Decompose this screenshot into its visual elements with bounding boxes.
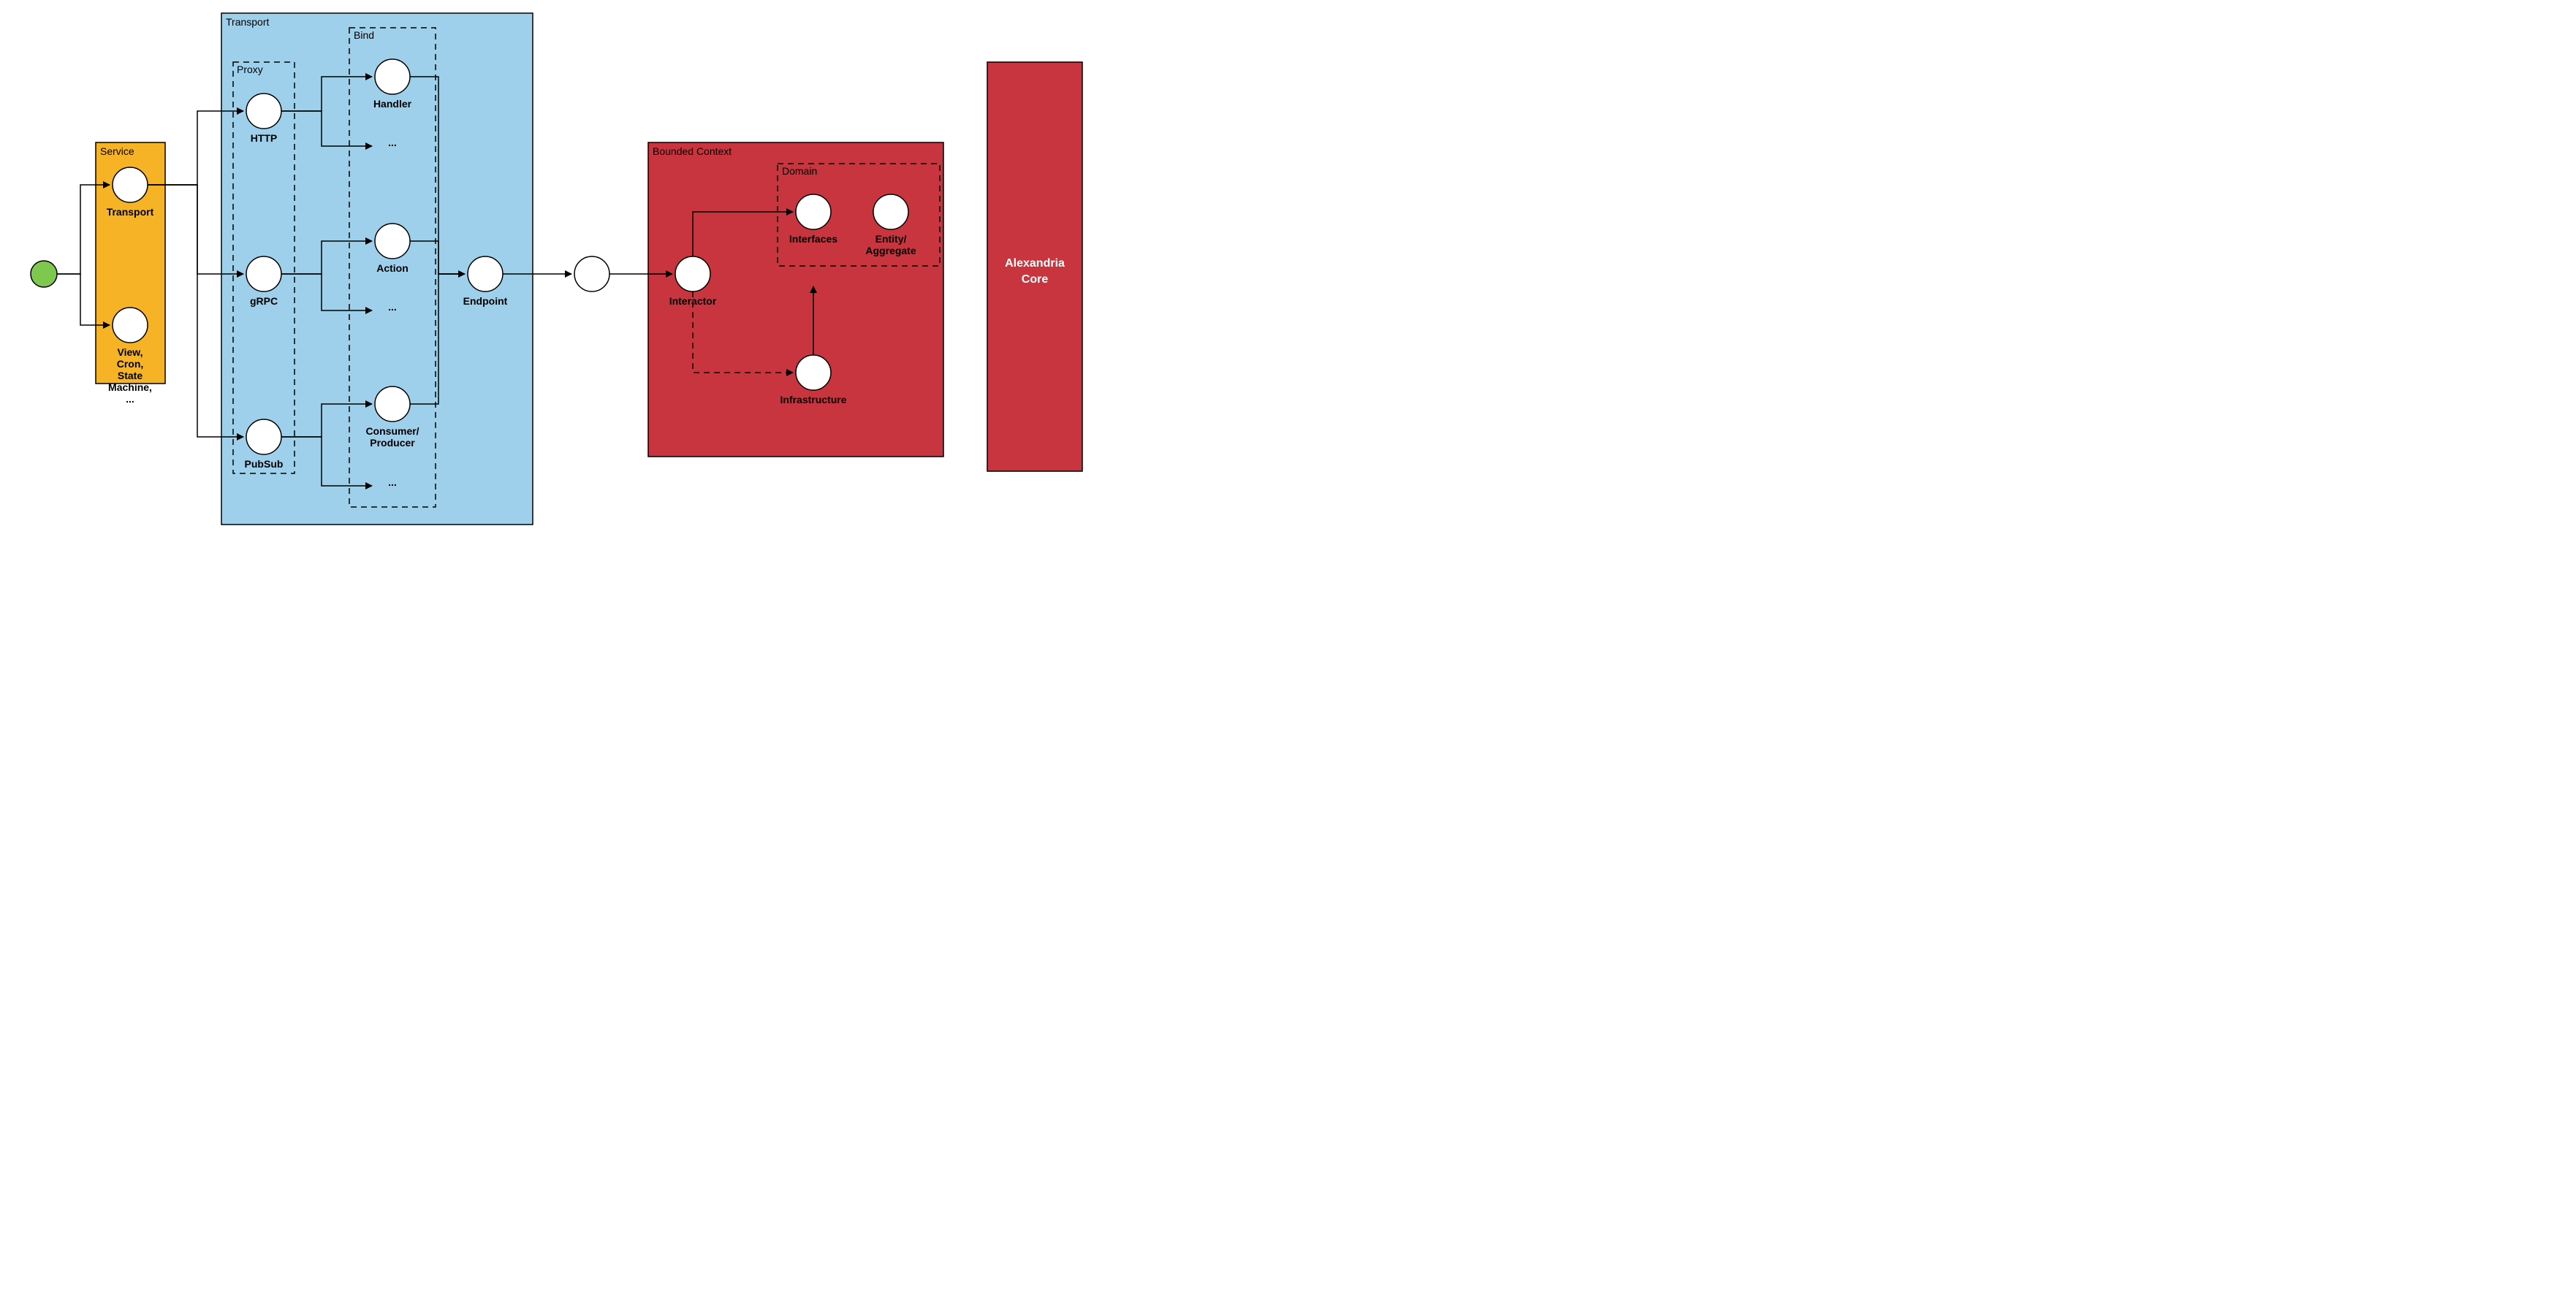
bridge-node bbox=[574, 256, 609, 291]
consumer-node bbox=[375, 386, 410, 422]
svc_transport-node bbox=[113, 167, 148, 202]
alexandria_core-label: Core bbox=[1022, 273, 1049, 286]
action_dots-label: ... bbox=[388, 301, 397, 313]
pubsub-label: PubSub bbox=[245, 458, 284, 470]
entity-node bbox=[873, 194, 908, 229]
handler_dots-label: ... bbox=[388, 137, 397, 148]
proxy-label: Proxy bbox=[237, 64, 263, 75]
interactor-label: Interactor bbox=[669, 295, 717, 307]
svc_view-label: View, bbox=[117, 346, 143, 358]
consumer-label: Producer bbox=[370, 437, 415, 449]
grpc-node bbox=[246, 256, 281, 291]
svc_view-label: Cron, bbox=[117, 358, 144, 370]
interactor-node bbox=[675, 256, 710, 291]
architecture-diagram: Service Transport Bounded Context Alexandri… bbox=[0, 0, 1112, 573]
transport-label: Transport bbox=[226, 16, 270, 28]
alexandria_core-label: Alexandria bbox=[1005, 257, 1065, 270]
consumer-label: Consumer/ bbox=[365, 425, 419, 437]
infrastructure-label: Infrastructure bbox=[780, 394, 846, 405]
action-node bbox=[375, 224, 410, 259]
start-node bbox=[31, 261, 57, 287]
infrastructure-node bbox=[796, 355, 831, 390]
http-label: HTTP bbox=[251, 132, 278, 144]
bind-label: Bind bbox=[354, 29, 374, 41]
service-label: Service bbox=[100, 145, 134, 157]
pubsub-node bbox=[246, 419, 281, 454]
consumer_dots-label: ... bbox=[388, 476, 397, 488]
interfaces-node bbox=[796, 194, 831, 229]
svc_transport-label: Transport bbox=[107, 206, 154, 218]
handler-node bbox=[375, 59, 410, 94]
handler-label: Handler bbox=[373, 98, 412, 110]
endpoint-label: Endpoint bbox=[463, 295, 508, 307]
domain-label: Domain bbox=[782, 165, 817, 177]
svc_view-node bbox=[113, 308, 148, 343]
bounded_context-label: Bounded Context bbox=[653, 145, 732, 157]
endpoint-node bbox=[468, 256, 503, 291]
grpc-label: gRPC bbox=[250, 295, 278, 307]
svc_view-label: ... bbox=[126, 393, 134, 405]
action-label: Action bbox=[376, 262, 409, 274]
svc_view-label: Machine, bbox=[108, 381, 152, 393]
interfaces-label: Interfaces bbox=[789, 233, 837, 245]
http-node bbox=[246, 94, 281, 129]
entity-label: Aggregate bbox=[865, 245, 916, 256]
entity-label: Entity/ bbox=[875, 233, 907, 245]
svc_view-label: State bbox=[118, 370, 143, 381]
